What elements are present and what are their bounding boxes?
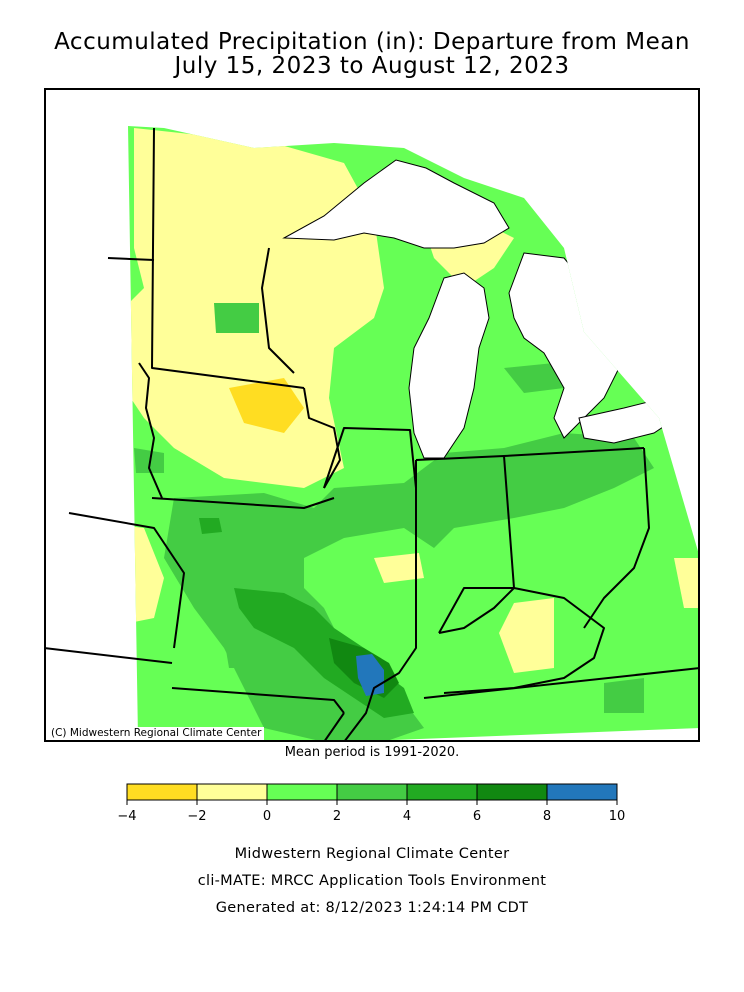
footer-generated-timestamp: Generated at: 8/12/2023 1:24:14 PM CDT <box>215 900 529 916</box>
legend-tick-label: 10 <box>609 809 626 824</box>
legend-bin-4 <box>406 783 478 801</box>
legend-bin-0 <box>126 783 198 801</box>
in-oh-boundary <box>415 455 515 634</box>
ky-tn-boundary <box>423 667 700 699</box>
legend-bin-1 <box>196 783 268 801</box>
map-subtitle-date-range: July 15, 2023 to August 12, 2023 <box>174 53 570 79</box>
precipitation-departure-map <box>44 88 700 742</box>
lake-superior <box>282 159 510 249</box>
legend-tick-label: 2 <box>333 809 341 824</box>
nd-sd-boundary <box>107 257 155 261</box>
map-title: Accumulated Precipitation (in): Departur… <box>54 29 690 55</box>
legend-tick-label: 4 <box>403 809 411 824</box>
legend-bin-5 <box>476 783 548 801</box>
ar-boundary-east <box>323 712 345 742</box>
legend-tick-label: −4 <box>117 809 136 824</box>
kentucky-boundary <box>438 587 605 694</box>
state-boundaries <box>44 127 700 742</box>
legend-bin-6 <box>546 783 618 801</box>
legend-bin-2 <box>266 783 338 801</box>
footer-application: cli-MATE: MRCC Application Tools Environ… <box>197 873 547 889</box>
ne-ks-mo-boundary <box>68 512 185 649</box>
mn-wi-boundary <box>261 247 295 374</box>
lake-michigan <box>408 272 490 459</box>
oh-pa-wv-boundary <box>583 447 650 629</box>
footer-organization: Midwestern Regional Climate Center <box>234 846 510 862</box>
driest-region <box>229 378 304 433</box>
il-wi-boundary <box>323 427 417 489</box>
ia-mo-boundary <box>151 497 335 509</box>
mean-period-note: Mean period is 1991-2020. <box>284 745 460 760</box>
il-in-boundary <box>343 460 417 742</box>
copyright-label: (C) Midwestern Regional Climate Center <box>48 727 265 740</box>
sd-mn-ia-boundary <box>138 362 163 499</box>
legend-tick-label: 0 <box>263 809 271 824</box>
wet-2-4-regions <box>134 303 654 742</box>
legend-tick-label: −2 <box>187 809 206 824</box>
legend-tick-label: 8 <box>543 809 551 824</box>
legend-bin-3 <box>336 783 408 801</box>
ks-ok-boundary <box>44 647 173 664</box>
mi-oh-border <box>503 447 645 457</box>
mn-boundary <box>151 127 305 389</box>
legend-tick-label: 6 <box>473 809 481 824</box>
map-frame <box>44 88 700 742</box>
mo-ar-boundary <box>171 687 345 714</box>
mn-wi-ia-boundary <box>303 387 341 489</box>
color-legend: −4 −2 0 2 4 6 8 10 <box>117 783 626 824</box>
